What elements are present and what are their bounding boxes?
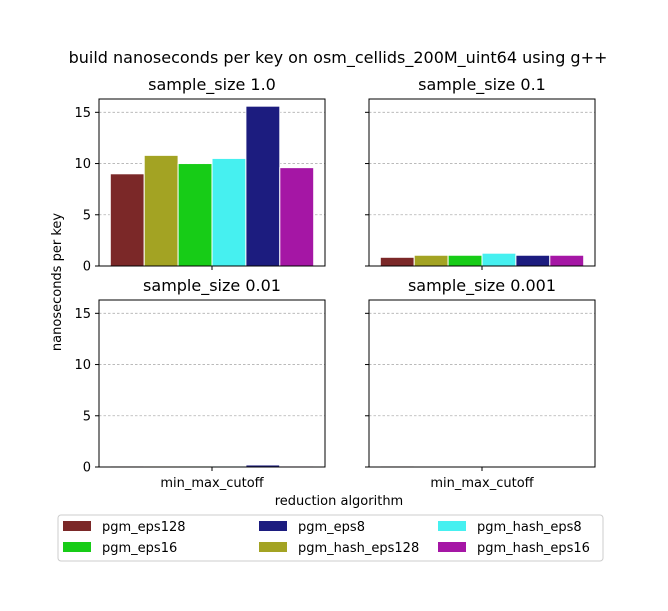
panel-3: 0 5 10 15 min_max_cutoff sample_size 0.01	[74, 276, 326, 491]
legend-swatch	[259, 521, 287, 531]
bar-pgm_hash_eps128	[143, 154, 179, 267]
bar-pgm_hash_eps16	[549, 254, 585, 267]
y-tick-label: 10	[74, 358, 91, 373]
bar-pgm_eps128	[379, 256, 415, 267]
panel-1: 0 5 10 15 sample_size 1.0	[74, 75, 326, 275]
y-tick-label: 5	[83, 409, 91, 424]
legend-swatch	[438, 542, 466, 552]
y-tick-label: 5	[83, 208, 91, 223]
x-tick-label: min_max_cutoff	[160, 476, 264, 491]
panels: 0 5 10 15 sample_size 1.0 sample_size 0.1 0 5 10…	[74, 75, 596, 491]
y-tick-label: 0	[83, 260, 91, 275]
bar-pgm_eps8	[245, 105, 281, 267]
legend-item: pgm_eps16	[63, 541, 177, 556]
legend-item: pgm_hash_eps16	[438, 541, 590, 556]
chart-title: build nanoseconds per key on osm_cellids…	[69, 48, 608, 68]
bar-pgm_hash_eps8	[211, 157, 247, 267]
legend-label: pgm_eps128	[102, 520, 186, 535]
bar-pgm_hash_eps16	[279, 167, 315, 267]
legend-item: pgm_hash_eps128	[259, 541, 419, 556]
y-tick-label: 10	[74, 157, 91, 172]
bar-pgm_hash_eps128	[413, 254, 449, 267]
legend: pgm_eps128 pgm_eps16 pgm_eps8 pgm_hash_eps1…	[57, 514, 604, 562]
x-tick-label: min_max_cutoff	[430, 476, 534, 491]
legend-box	[57, 514, 604, 562]
legend-label: pgm_eps16	[102, 541, 177, 556]
legend-item: pgm_eps8	[259, 520, 365, 535]
legend-label: pgm_hash_eps8	[477, 520, 582, 535]
y-tick-label: 15	[74, 106, 91, 121]
panel-frame	[368, 98, 596, 267]
bar-pgm_eps8	[515, 254, 551, 267]
legend-item: pgm_hash_eps8	[438, 520, 582, 535]
legend-label: pgm_hash_eps16	[477, 541, 590, 556]
panel-title: sample_size 0.1	[418, 75, 546, 95]
panel-frame	[98, 299, 326, 468]
bar-pgm_eps16	[177, 163, 213, 267]
legend-item: pgm_eps128	[63, 520, 186, 535]
panel-4: min_max_cutoff sample_size 0.001	[365, 276, 596, 491]
legend-swatch	[63, 542, 91, 552]
legend-label: pgm_hash_eps128	[298, 541, 419, 556]
bar-pgm_hash_eps8	[481, 252, 517, 267]
y-axis-label: nanoseconds per key	[50, 213, 65, 351]
y-tick-label: 0	[83, 461, 91, 476]
legend-swatch	[438, 521, 466, 531]
legend-label: pgm_eps8	[298, 520, 365, 535]
panel-frame	[368, 299, 596, 468]
y-tick-label: 15	[74, 307, 91, 322]
bar-pgm_eps16	[447, 254, 483, 267]
legend-swatch	[259, 542, 287, 552]
panel-title: sample_size 1.0	[148, 75, 276, 95]
legend-swatch	[63, 521, 91, 531]
panel-2: sample_size 0.1	[365, 75, 596, 270]
panel-title: sample_size 0.01	[143, 276, 281, 296]
bar-pgm_eps128	[109, 173, 145, 267]
panel-title: sample_size 0.001	[408, 276, 556, 296]
x-axis-label: reduction algorithm	[275, 494, 403, 509]
